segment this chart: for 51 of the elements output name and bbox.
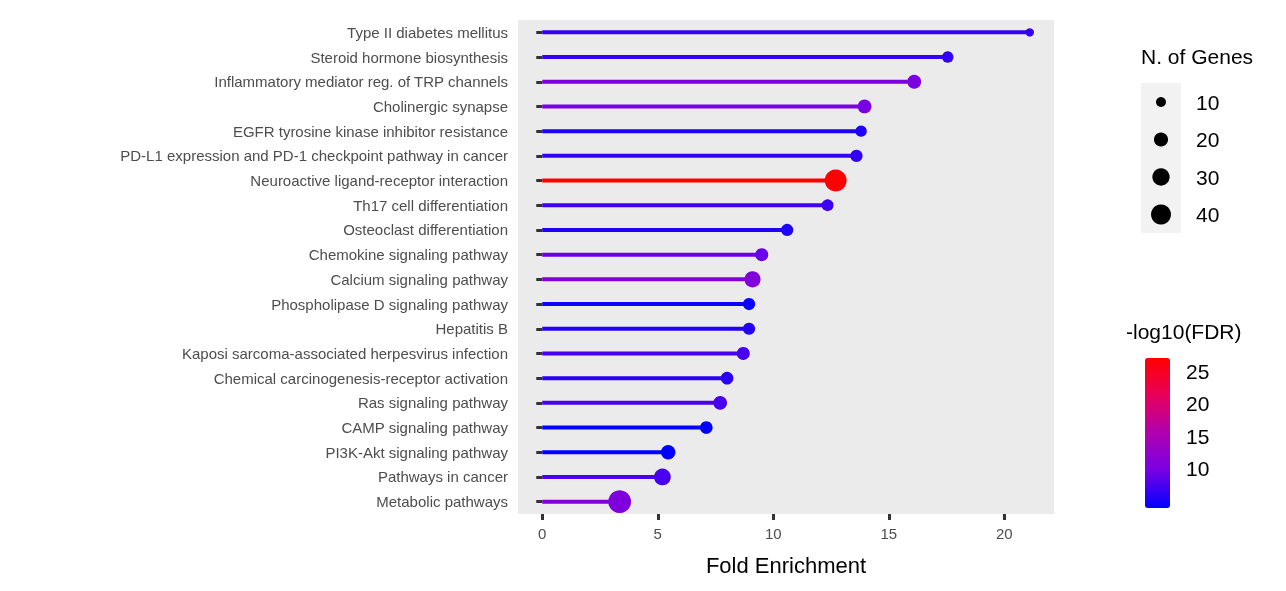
x-tick-label: 15 xyxy=(880,525,898,542)
y-tick-label: Calcium signaling pathway xyxy=(330,270,509,288)
point xyxy=(713,395,728,410)
legend-label: 10 xyxy=(1196,90,1220,114)
color-bar-title: -log10(FDR) xyxy=(1126,320,1242,343)
point xyxy=(755,248,769,262)
point xyxy=(781,223,794,237)
point xyxy=(821,199,834,212)
y-tick-label: Chemokine signaling pathway xyxy=(308,246,509,264)
point xyxy=(742,322,756,335)
y-tick-label: Cholinergic synapse xyxy=(372,97,508,115)
x-tick-label: 0 xyxy=(538,525,547,542)
y-tick-label: Inflammatory mediator reg. of TRP channels xyxy=(214,73,508,91)
y-tick-label: Steroid hormone biosynthesis xyxy=(310,48,508,66)
legend-label: 40 xyxy=(1196,203,1220,226)
y-tick-label: Neuroactive ligand-receptor interaction xyxy=(250,172,508,190)
legend-label: 30 xyxy=(1196,165,1220,189)
color-bar-label: 15 xyxy=(1186,424,1210,448)
y-tick-label: Ras signaling pathway xyxy=(357,394,509,412)
y-tick-label: PD-L1 expression and PD-1 checkpoint pathway in cancer xyxy=(120,147,508,165)
color-bar-label: 25 xyxy=(1186,359,1210,383)
y-tick-label: Th17 cell differentiation xyxy=(353,196,508,214)
point xyxy=(742,297,756,311)
y-tick-label: CAMP signaling pathway xyxy=(341,419,509,437)
y-tick-label: Kaposi sarcoma-associated herpesvirus infection xyxy=(182,344,508,362)
color-bar-label: 10 xyxy=(1186,457,1210,481)
point xyxy=(720,371,734,385)
x-axis-title: Fold Enrichment xyxy=(705,552,867,578)
y-tick-label: EGFR tyrosine kinase inhibitor resistance xyxy=(232,122,508,140)
point xyxy=(850,149,863,162)
point xyxy=(907,74,922,89)
y-tick-label: Type II diabetes mellitus xyxy=(347,23,508,41)
y-tick-label: PI3K-Akt signaling pathway xyxy=(325,443,509,461)
point xyxy=(855,125,867,137)
x-tick-label: 20 xyxy=(995,525,1013,542)
y-tick-label: Hepatitis B xyxy=(435,320,508,338)
point xyxy=(736,346,750,360)
y-tick-label: Phospholipase D signaling pathway xyxy=(271,295,509,313)
point xyxy=(857,99,872,114)
point xyxy=(942,51,954,63)
x-tick-label: 10 xyxy=(764,525,782,542)
y-tick-label: Osteoclast differentiation xyxy=(343,221,508,239)
point xyxy=(699,421,713,434)
y-tick-label: Pathways in cancer xyxy=(377,468,508,486)
color-bar-label: 20 xyxy=(1186,392,1210,416)
y-tick-label: Chemical carcinogenesis-receptor activation xyxy=(213,369,508,387)
legend-label: 20 xyxy=(1196,128,1220,151)
x-tick-label: 5 xyxy=(653,525,662,542)
legend-title: N. of Genes xyxy=(1141,45,1254,68)
y-tick-label: Metabolic pathways xyxy=(376,493,508,511)
point xyxy=(660,445,676,460)
